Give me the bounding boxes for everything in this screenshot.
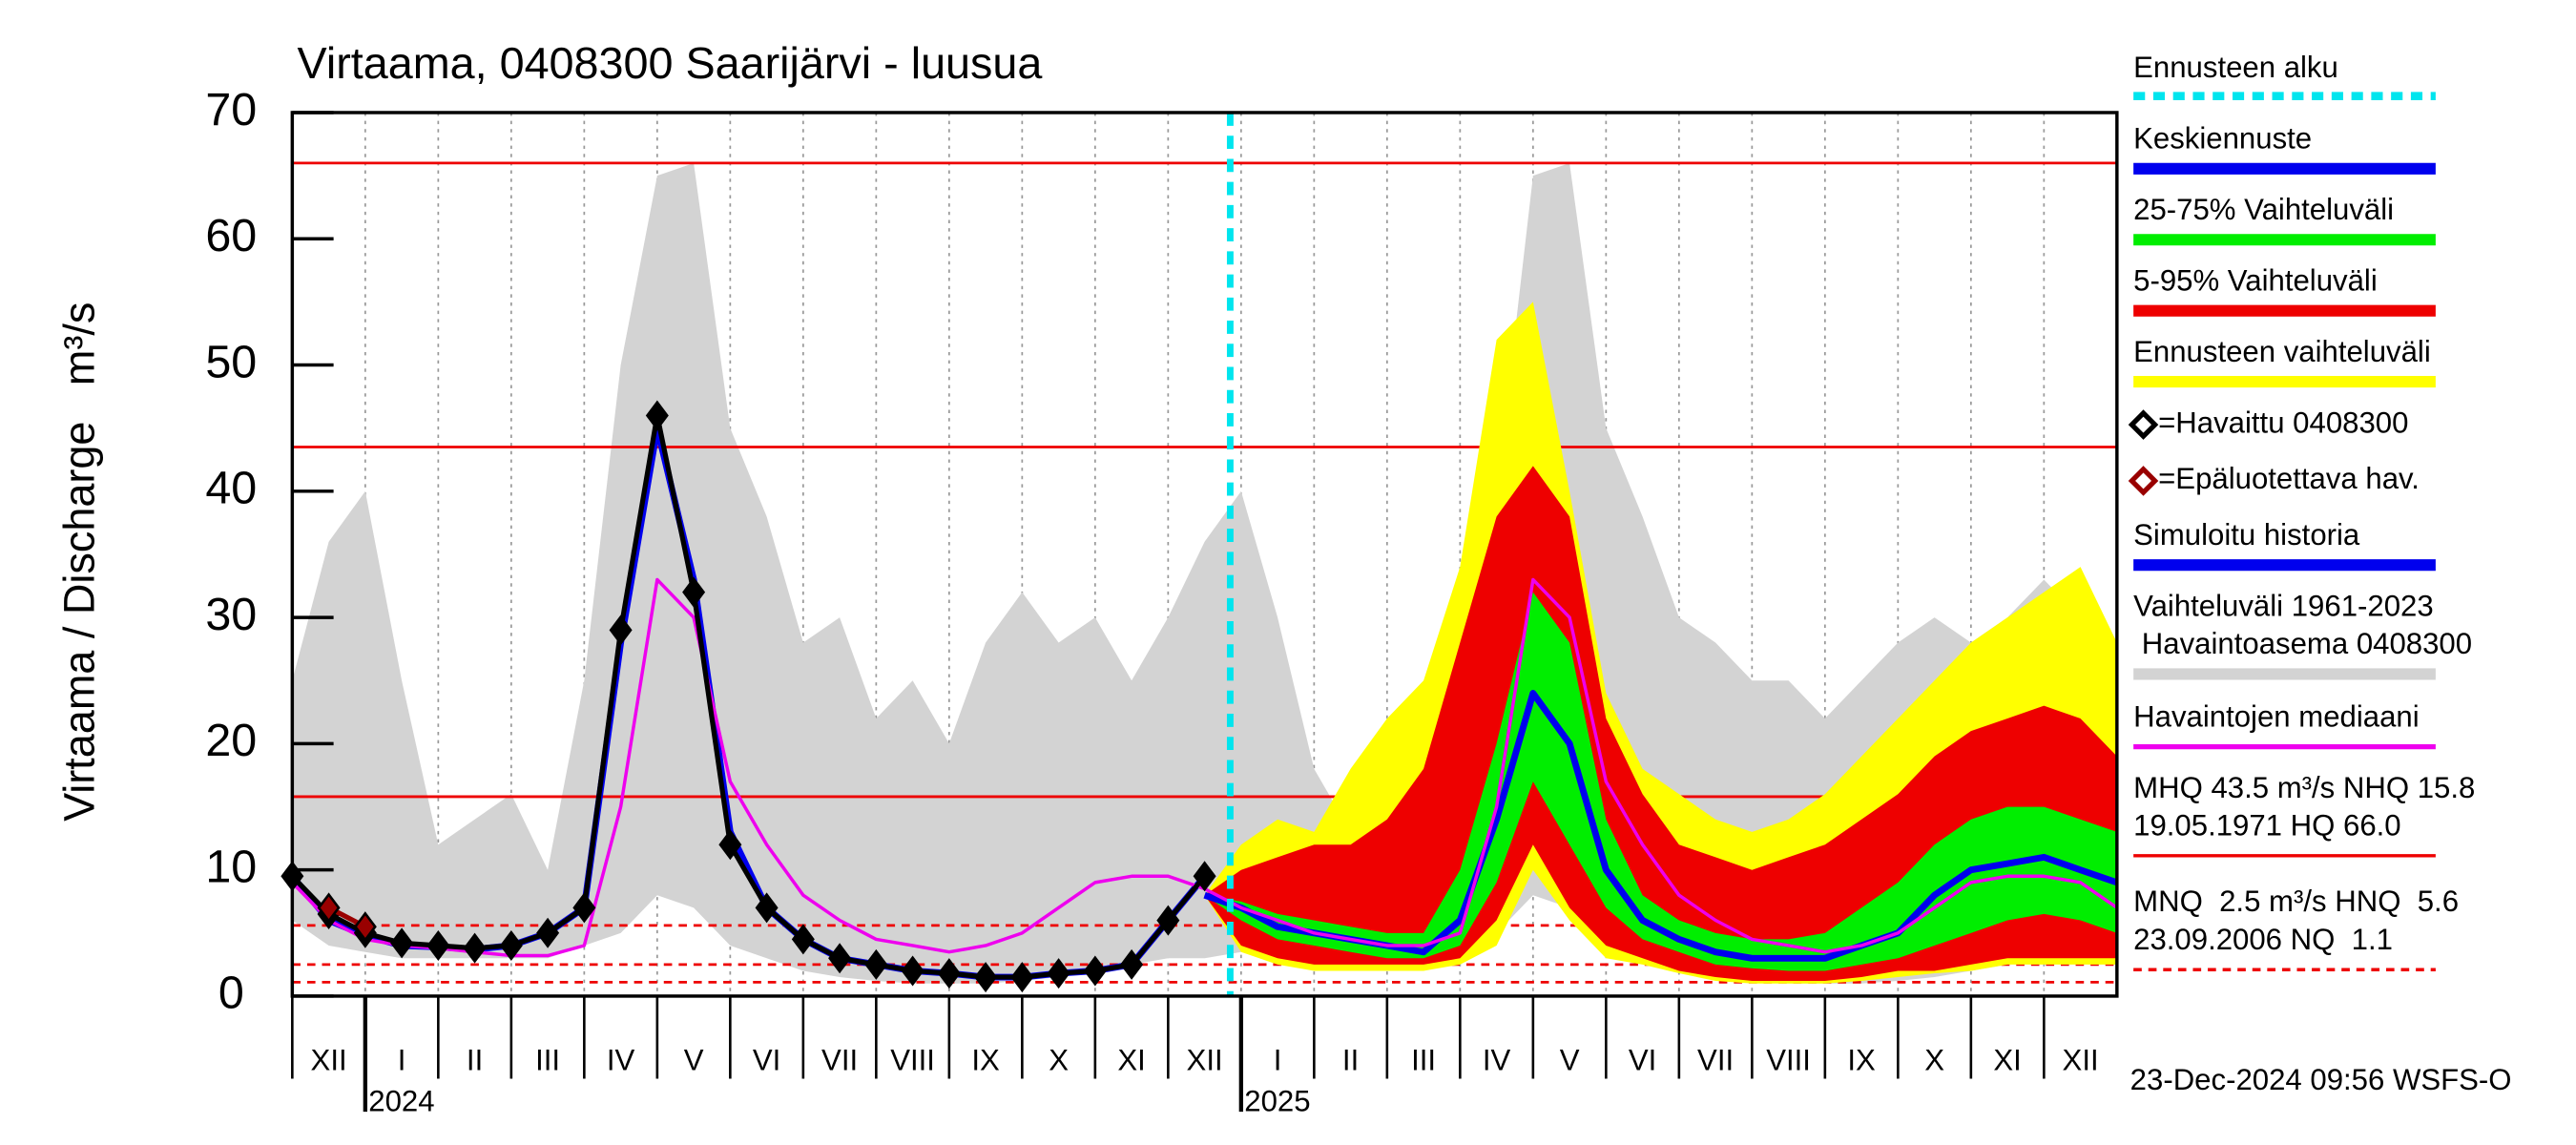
legend-label: 25-75% Vaihteluväli	[2133, 193, 2394, 226]
observation-marker	[682, 576, 706, 608]
y-axis-label: Virtaama / Discharge m³/s	[54, 302, 103, 822]
observation-marker	[1047, 958, 1070, 989]
legend-label: Ennusteen vaihteluväli	[2133, 335, 2431, 368]
observation-marker	[1010, 962, 1034, 993]
x-tick-label: IX	[971, 1043, 1000, 1076]
range-band	[1204, 466, 2117, 982]
observation-marker	[1120, 948, 1144, 980]
plot-frame	[290, 111, 2119, 998]
observation-marker	[645, 400, 669, 431]
x-tick-label: VI	[753, 1043, 780, 1076]
legend-label: Simuloitu historia	[2133, 518, 2360, 552]
y-tick-label: 0	[218, 968, 244, 1019]
x-tick-label: II	[467, 1043, 483, 1076]
plot-area	[280, 112, 2118, 996]
observation-marker	[536, 917, 560, 948]
x-tick-label: III	[1411, 1043, 1436, 1076]
y-tick-label: 60	[205, 210, 257, 261]
x-tick-label: I	[1274, 1043, 1282, 1076]
x-tick-label: II	[1342, 1043, 1359, 1076]
observation-marker	[901, 955, 924, 987]
observation-marker	[828, 943, 852, 974]
legend-label: =Epäluotettava hav.	[2158, 462, 2420, 495]
legend-marker	[2128, 466, 2159, 496]
x-tick-label: IX	[1847, 1043, 1876, 1076]
x-tick-label: X	[1924, 1043, 1944, 1076]
observation-marker	[1193, 861, 1216, 892]
x-tick-label: XI	[1993, 1043, 2021, 1076]
legend-label: =Havaittu 0408300	[2158, 406, 2408, 439]
observation-marker	[974, 962, 998, 993]
x-tick-label: IV	[1483, 1043, 1511, 1076]
footer: 23-Dec-2024 09:56 WSFS-O	[2130, 1063, 2512, 1096]
x-tick-label: I	[398, 1043, 406, 1076]
legend-label: 19.05.1971 HQ 66.0	[2133, 809, 2400, 843]
y-tick-label: 70	[205, 84, 257, 135]
x-tick-label: V	[1560, 1043, 1580, 1076]
observation-marker	[791, 924, 815, 955]
y-tick-label: 40	[205, 463, 257, 514]
x-tick-label: VIII	[1766, 1043, 1811, 1076]
legend-label: Keskiennuste	[2133, 122, 2312, 156]
observation-marker	[755, 892, 779, 924]
observation-marker	[609, 614, 633, 646]
legend-label: 5-95% Vaihteluväli	[2133, 263, 2378, 297]
legend-label: Ennusteen alku	[2133, 51, 2338, 84]
observation-marker	[1156, 905, 1180, 936]
x-tick-label: VII	[821, 1043, 858, 1076]
y-tick-label: 50	[205, 336, 257, 387]
x-tick-label: V	[684, 1043, 704, 1076]
observation-marker	[390, 927, 414, 959]
observation-marker	[317, 892, 341, 924]
x-tick-label: XI	[1117, 1043, 1145, 1076]
range-band	[292, 162, 2117, 984]
observation-marker	[718, 829, 742, 861]
y-tick-label: 20	[205, 715, 257, 766]
legend-label: Vaihteluväli 1961-2023	[2133, 589, 2434, 622]
legend-label: MNQ 2.5 m³/s HNQ 5.6	[2133, 885, 2459, 918]
observation-marker	[864, 948, 888, 980]
observation-marker	[463, 932, 487, 964]
legend-label: 23.09.2006 NQ 1.1	[2133, 923, 2393, 956]
x-tick-label: XII	[1187, 1043, 1223, 1076]
chart-title: Virtaama, 0408300 Saarijärvi - luusua	[298, 38, 1043, 88]
x-tick-label: III	[535, 1043, 560, 1076]
legend-marker	[2128, 409, 2159, 440]
y-tick-label: 30	[205, 589, 257, 640]
legend-label: Havaintojen mediaani	[2133, 699, 2420, 733]
observation-marker	[572, 892, 596, 924]
x-tick-label: X	[1049, 1043, 1069, 1076]
year-label: 2024	[368, 1085, 434, 1118]
observation-marker	[426, 930, 450, 962]
y-tick-label: 10	[205, 841, 257, 892]
x-tick-label: IV	[607, 1043, 635, 1076]
observation-marker	[499, 930, 523, 962]
legend-label: Havaintoasema 0408300	[2133, 627, 2472, 660]
x-tick-label: VI	[1629, 1043, 1656, 1076]
observation-marker	[1083, 955, 1107, 987]
x-tick-label: XII	[311, 1043, 347, 1076]
year-label: 2025	[1244, 1085, 1310, 1118]
observation-marker	[937, 958, 961, 989]
observation-marker	[353, 911, 377, 943]
x-tick-label: XII	[2063, 1043, 2099, 1076]
x-tick-label: VII	[1697, 1043, 1734, 1076]
legend-label: MHQ 43.5 m³/s NHQ 15.8	[2133, 771, 2475, 804]
x-tick-label: VIII	[890, 1043, 935, 1076]
